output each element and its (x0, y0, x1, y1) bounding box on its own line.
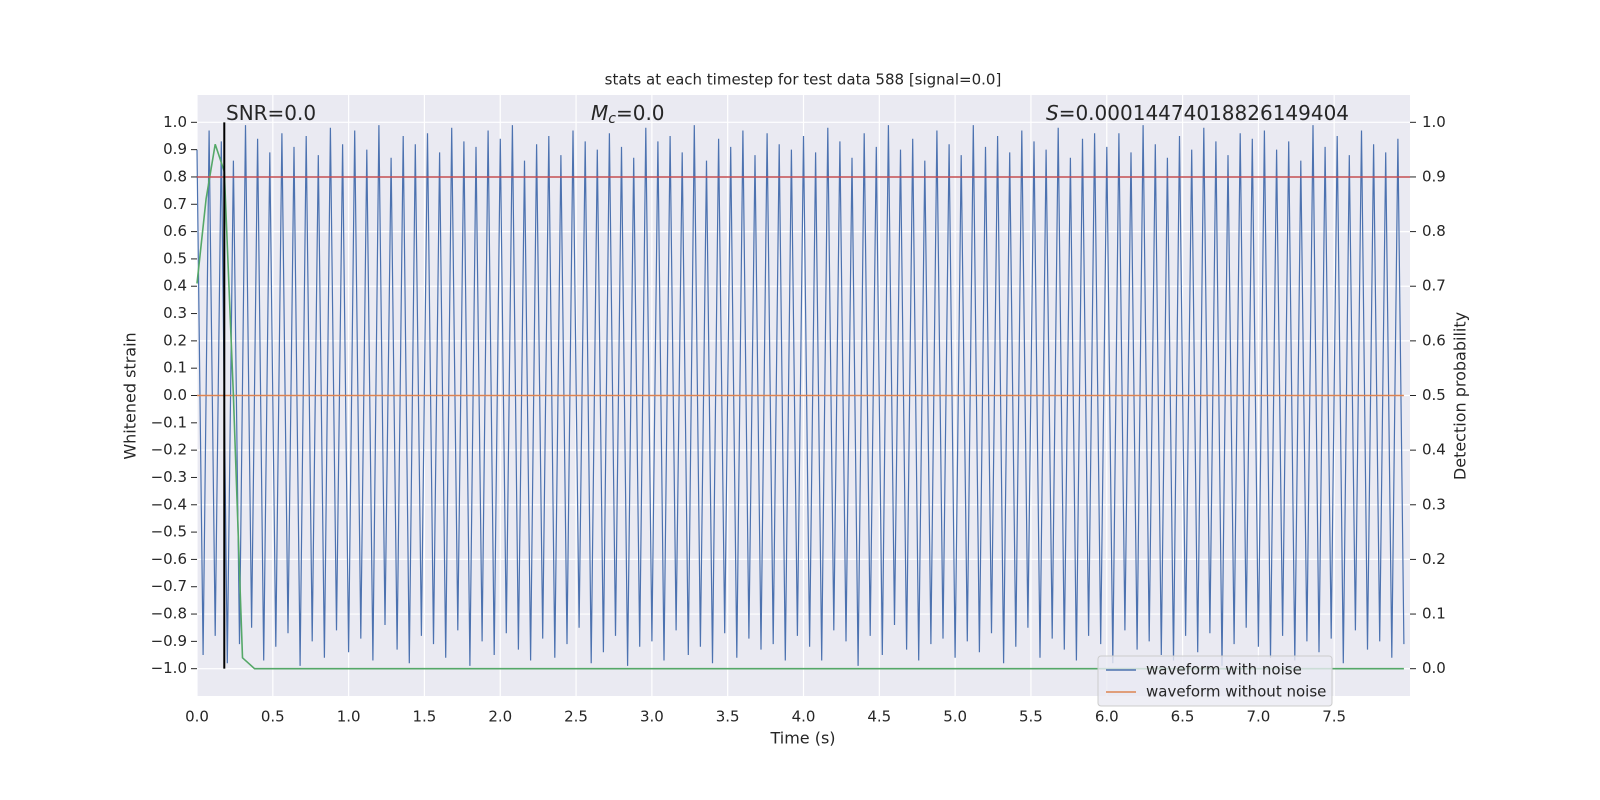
y-tick-label: −0.6 (151, 550, 187, 568)
x-tick-label: 2.5 (564, 708, 588, 726)
annotation: Mc=0.0 (591, 101, 665, 128)
y2-tick-label: 0.6 (1422, 331, 1446, 349)
x-tick-label: 5.5 (1019, 708, 1043, 726)
y2-tick-label: 1.0 (1422, 113, 1446, 131)
x-tick-label: 6.0 (1095, 708, 1119, 726)
x-tick-label: 6.5 (1171, 708, 1195, 726)
y2-axis-label: Detection probability (1451, 312, 1470, 480)
legend-label: waveform without noise (1146, 683, 1326, 701)
y2-tick-label: 0.1 (1422, 605, 1446, 623)
annotation-text: =0.0 (616, 101, 665, 125)
y-tick-label: 0.0 (163, 386, 187, 404)
y-tick-label: 0.4 (163, 277, 187, 295)
y-tick-label: 0.1 (163, 359, 187, 377)
y-tick-label: −0.2 (151, 441, 187, 459)
y-tick-label: 0.6 (163, 222, 187, 240)
y2-tick-label: 0.7 (1422, 277, 1446, 295)
y-tick-label: −0.9 (151, 632, 187, 650)
y-tick-label: 0.9 (163, 140, 187, 158)
y-tick-label: −0.3 (151, 468, 187, 486)
x-tick-label: 7.5 (1322, 708, 1346, 726)
x-tick-label: 2.0 (488, 708, 512, 726)
annotation-subscript: c (608, 111, 616, 127)
y2-tick-label: 0.5 (1422, 386, 1446, 404)
y2-tick-label: 0.2 (1422, 550, 1446, 568)
legend: waveform with noise waveform without nois… (1097, 655, 1333, 707)
y-tick-label: 0.8 (163, 167, 187, 185)
y-tick-label: −0.4 (151, 495, 187, 513)
y-tick-label: −0.1 (151, 413, 187, 431)
annotation: S=0.00014474018826149404 (1046, 101, 1349, 125)
annotation: SNR=0.0 (226, 101, 316, 125)
y-tick-label: 0.2 (163, 331, 187, 349)
x-tick-label: 1.5 (413, 708, 437, 726)
y-tick-label: −1.0 (151, 659, 187, 677)
x-tick-label: 4.0 (792, 708, 816, 726)
x-tick-label: 1.0 (337, 708, 361, 726)
x-tick-label: 3.0 (640, 708, 664, 726)
x-tick-label: 3.5 (716, 708, 740, 726)
legend-box (1097, 655, 1333, 707)
y2-tick-label: 0.9 (1422, 167, 1446, 185)
y-tick-label: −0.7 (151, 577, 187, 595)
y2-tick-label: 0.8 (1422, 222, 1446, 240)
y-tick-label: 0.5 (163, 249, 187, 267)
annotation-text: SNR=0.0 (226, 101, 316, 125)
x-tick-label: 5.0 (943, 708, 967, 726)
y2-tick-label: 0.3 (1422, 495, 1446, 513)
annotation-symbol: S (1046, 101, 1059, 125)
annotation-text: =0.00014474018826149404 (1059, 101, 1349, 125)
series-line (196, 143, 1404, 670)
y-tick-label: 1.0 (163, 113, 187, 131)
y-tick-label: 0.3 (163, 304, 187, 322)
chart-title: stats at each timestep for test data 588… (605, 71, 1002, 89)
x-tick-label: 0.0 (185, 708, 209, 726)
x-tick-label: 4.5 (867, 708, 891, 726)
series-line (196, 125, 1405, 666)
x-tick-label: 0.5 (261, 708, 285, 726)
y-tick-label: 0.7 (163, 195, 187, 213)
ticks: 0.0 0.5 1.0 1.5 2.0 2.5 3.0 3.5 4.0 4.5 5.0 5.5 6.0 6… (151, 113, 1446, 726)
marks (196, 122, 1410, 670)
annotation-symbol: M (591, 101, 608, 125)
y2-tick-label: 0.0 (1422, 659, 1446, 677)
y-tick-label: −0.8 (151, 605, 187, 623)
x-tick-label: 7.0 (1246, 708, 1270, 726)
y-tick-label: −0.5 (151, 523, 187, 541)
y2-tick-label: 0.4 (1422, 441, 1446, 459)
annotations: SNR=0.0 Mc=0.0 S=0.00014474018826149404 (226, 101, 1349, 128)
x-axis-label: Time (s) (769, 729, 835, 748)
y-axis-label: Whitened strain (121, 332, 140, 459)
legend-label: waveform with noise (1146, 661, 1302, 679)
